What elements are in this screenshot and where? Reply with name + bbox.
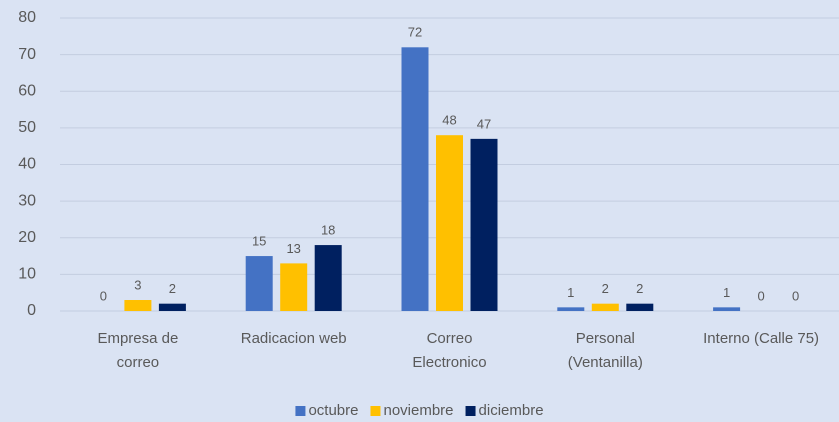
value-label: 47 <box>477 116 491 131</box>
x-tick-label: Radicacion web <box>241 330 347 347</box>
legend-label: octubre <box>308 402 358 419</box>
y-tick-label: 0 <box>27 302 36 319</box>
value-label: 15 <box>252 234 266 249</box>
value-label: 1 <box>723 285 730 300</box>
value-label: 0 <box>757 288 764 303</box>
value-label: 0 <box>100 288 107 303</box>
y-tick-label: 60 <box>18 82 36 99</box>
y-tick-label: 80 <box>18 9 36 26</box>
y-tick-label: 70 <box>18 46 36 63</box>
value-label: 13 <box>286 241 300 256</box>
bar <box>591 303 619 311</box>
x-tick-label: Correo <box>427 330 473 347</box>
y-tick-label: 40 <box>18 156 36 173</box>
bar <box>158 303 186 311</box>
x-tick-label: Interno (Calle 75) <box>703 330 819 347</box>
legend-swatch <box>295 406 306 416</box>
x-tick-label: (Ventanilla) <box>568 354 643 371</box>
x-tick-label: Electronico <box>412 354 486 371</box>
legend-swatch <box>465 406 476 416</box>
y-tick-label: 50 <box>18 119 36 136</box>
legend: octubre noviembre diciembre <box>295 402 544 419</box>
x-tick-label: Empresa de <box>97 330 178 347</box>
value-label: 1 <box>567 285 574 300</box>
bar <box>436 135 463 311</box>
value-label: 18 <box>321 223 335 238</box>
value-label: 2 <box>602 281 609 296</box>
bar <box>713 307 741 311</box>
legend-label: noviembre <box>383 402 453 419</box>
bar <box>626 303 654 311</box>
value-label: 48 <box>442 113 456 128</box>
y-tick-label: 30 <box>18 192 36 209</box>
value-label: 2 <box>169 281 176 296</box>
value-label: 2 <box>636 281 643 296</box>
value-label: 0 <box>792 288 799 303</box>
x-tick-label: Personal <box>576 330 635 347</box>
value-label: 72 <box>408 25 422 40</box>
bar <box>124 300 152 311</box>
bar <box>470 138 498 311</box>
bar <box>280 263 308 311</box>
legend-label: diciembre <box>479 402 544 419</box>
value-label: 3 <box>134 277 141 292</box>
y-tick-label: 20 <box>18 229 36 246</box>
bar <box>401 47 429 312</box>
bar <box>314 245 342 311</box>
bar <box>557 307 585 311</box>
y-tick-label: 10 <box>18 266 36 283</box>
x-tick-label: correo <box>117 354 160 371</box>
legend-swatch <box>370 406 381 416</box>
bar <box>245 256 273 311</box>
